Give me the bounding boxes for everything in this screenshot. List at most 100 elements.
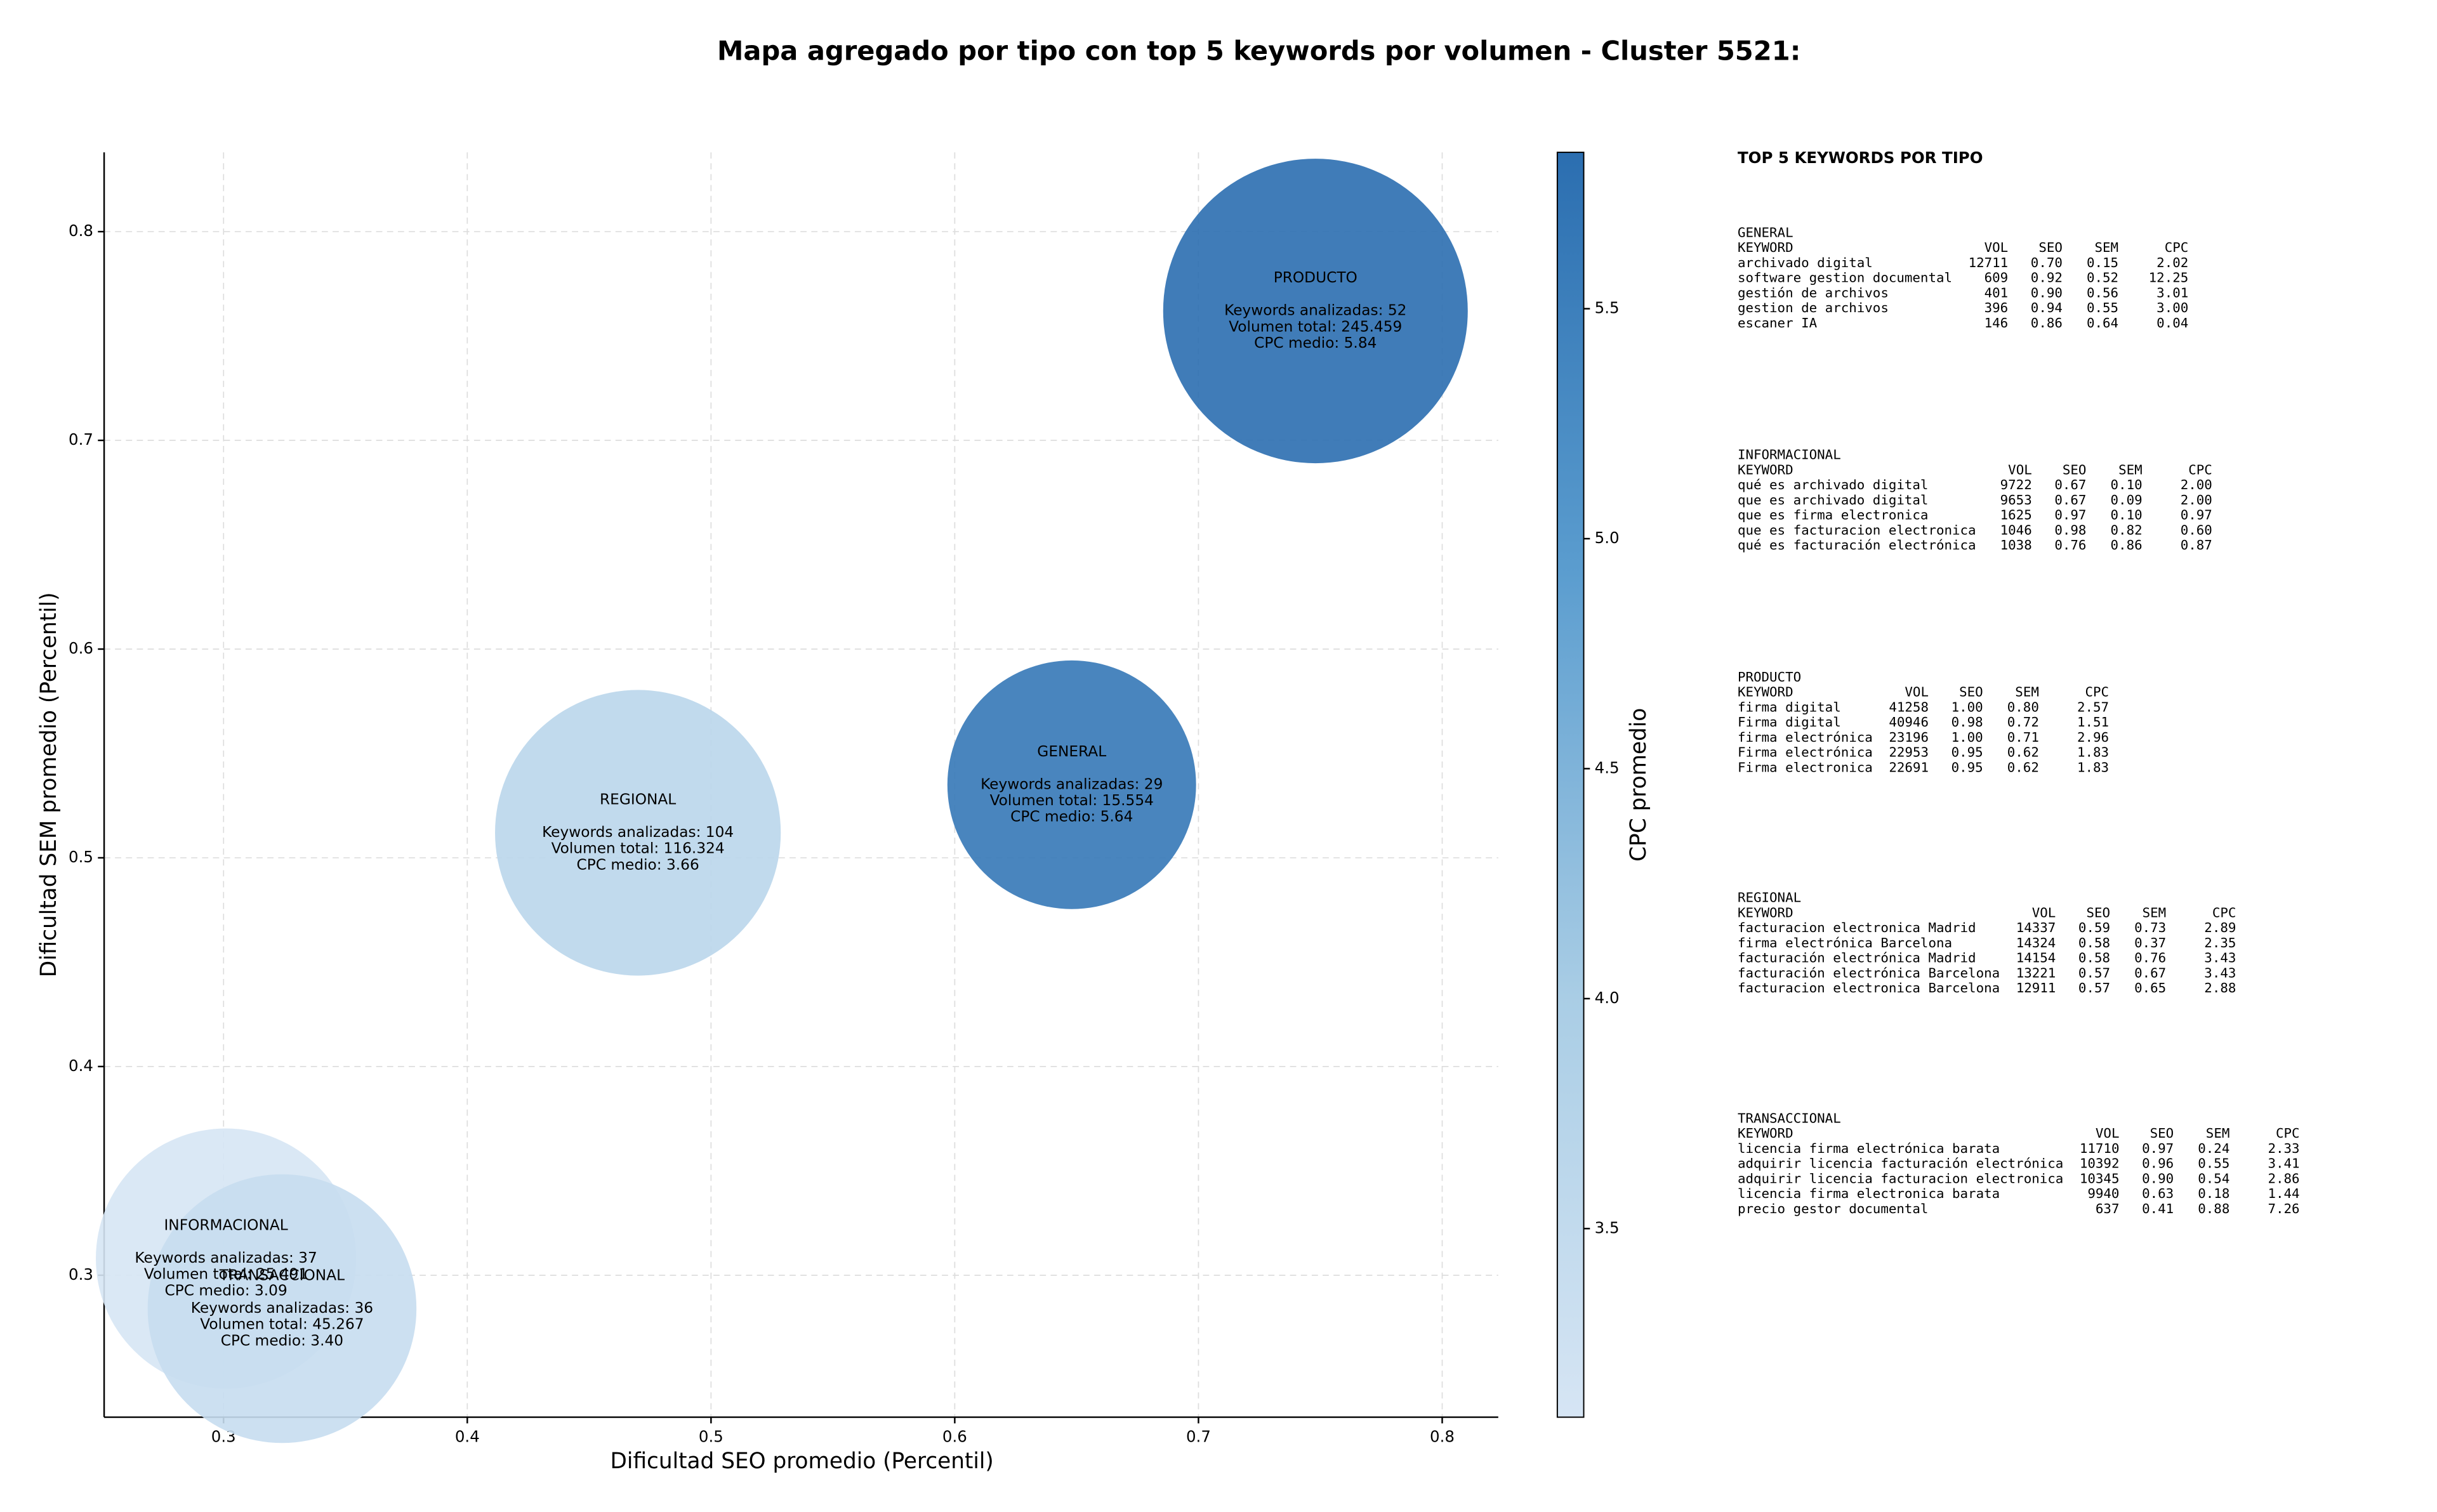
cell: 0.52 (2087, 270, 2118, 286)
cell: 2.00 (2181, 477, 2212, 492)
cell: 0.56 (2087, 285, 2118, 300)
column-header: SEM (2095, 240, 2119, 255)
cell: 0.71 (2007, 730, 2039, 745)
keyword: facturacion electronica Madrid (1738, 920, 1976, 935)
cell: 23196 (1889, 730, 1929, 745)
y-tick-label: 0.8 (69, 221, 93, 240)
cell: 0.55 (2198, 1156, 2229, 1171)
cell: 0.87 (2181, 537, 2212, 553)
column-header: CPC (2212, 905, 2236, 920)
cell: 0.92 (2031, 270, 2063, 286)
x-tick-label: 0.7 (1186, 1427, 1211, 1445)
colorbar (1556, 152, 1585, 1418)
colorbar-tick-label: 5.5 (1595, 299, 1620, 317)
x-tick-label: 0.6 (942, 1427, 967, 1445)
keyword: qué es facturación electrónica (1738, 537, 1976, 553)
cell: 0.67 (2054, 492, 2086, 508)
group-name: PRODUCTO (1738, 669, 1801, 685)
column-header: SEM (2143, 905, 2167, 920)
cell: 2.86 (2268, 1171, 2299, 1186)
cell: 0.57 (2078, 980, 2110, 996)
column-header: SEM (2206, 1126, 2230, 1141)
cell: 0.88 (2198, 1201, 2229, 1216)
cell: 0.15 (2087, 255, 2118, 270)
bubble-annotation: CPC medio: 5.64 (1010, 808, 1133, 825)
keyword: software gestion documental (1738, 270, 1952, 286)
cell: 0.76 (2054, 537, 2086, 553)
cell: 0.63 (2142, 1186, 2174, 1201)
column-header: SEO (1959, 685, 1983, 700)
y-tick-label: 0.3 (69, 1265, 93, 1284)
keyword: Firma digital (1738, 714, 1841, 730)
y-tick-label: 0.4 (69, 1056, 93, 1075)
keyword: precio gestor documental (1738, 1201, 1928, 1216)
bubble (495, 690, 781, 976)
cell: 2.35 (2204, 935, 2236, 950)
bubble-annotation: CPC medio: 5.84 (1254, 334, 1377, 352)
keyword: Firma electronica (1738, 759, 1873, 775)
bubble-annotation: Volumen total: 25.491 (144, 1266, 308, 1283)
cell: 14154 (2016, 950, 2056, 966)
column-header: KEYWORD (1738, 685, 1793, 700)
keyword: firma electrónica Barcelona (1738, 935, 1952, 950)
group-name: GENERAL (1738, 225, 1793, 240)
bubble (1163, 159, 1468, 464)
y-tick-label: 0.6 (69, 639, 93, 657)
cell: 1.51 (2077, 714, 2109, 730)
cell: 2.02 (2156, 255, 2188, 270)
keyword: licencia firma electrónica barata (1738, 1141, 2000, 1156)
colorbar-tick-label: 3.5 (1595, 1218, 1620, 1237)
cell: 1.44 (2268, 1186, 2299, 1201)
cell: 0.65 (2134, 980, 2166, 996)
cell: 1.83 (2077, 759, 2109, 775)
x-axis-label: Dificultad SEO promedio (Percentil) (611, 1449, 994, 1474)
cell: 1.00 (1952, 699, 1983, 714)
cell: 0.86 (2031, 315, 2063, 331)
cell: 609 (1985, 270, 2009, 286)
column-header: SEO (2063, 462, 2087, 477)
cell: 637 (2096, 1201, 2120, 1216)
y-axis-label: Dificultad SEM promedio (Percentil) (36, 592, 62, 977)
cell: 0.67 (2134, 965, 2166, 980)
x-tick-label: 0.5 (699, 1427, 723, 1445)
cell: 9722 (2000, 477, 2032, 492)
keyword: qué es archivado digital (1738, 477, 1928, 492)
keyword: que es firma electronica (1738, 508, 1928, 523)
keyword: facturación electrónica Barcelona (1738, 965, 2000, 980)
cell: 9653 (2000, 492, 2032, 508)
bubble-annotation: Volumen total: 116.324 (551, 840, 725, 857)
cell: 0.41 (2142, 1201, 2174, 1216)
column-header: KEYWORD (1738, 905, 1793, 920)
keyword: adquirir licencia facturación electrónic… (1738, 1156, 2063, 1171)
keyword: escaner IA (1738, 315, 1818, 331)
column-header: VOL (2032, 905, 2056, 920)
column-header: VOL (1985, 240, 2009, 255)
cell: 0.10 (2111, 477, 2143, 492)
bubble-annotation: Volumen total: 245.459 (1229, 318, 1402, 335)
keyword: adquirir licencia facturacion electronic… (1738, 1171, 2063, 1186)
column-header: SEO (2086, 905, 2110, 920)
bubble-label: TRANSACCIONAL (219, 1267, 345, 1284)
cell: 0.90 (2142, 1171, 2174, 1186)
cell: 0.97 (2142, 1141, 2174, 1156)
cell: 3.01 (2156, 285, 2188, 300)
bubble-annotation: Volumen total: 15.554 (990, 792, 1154, 809)
cell: 11710 (2080, 1141, 2120, 1156)
cell: 0.62 (2007, 759, 2039, 775)
column-header: VOL (2008, 462, 2032, 477)
column-header: SEO (2038, 240, 2063, 255)
cell: 14337 (2016, 920, 2056, 935)
bubble-label: INFORMACIONAL (164, 1217, 287, 1234)
column-header: CPC (2085, 685, 2110, 700)
cell: 22953 (1889, 745, 1929, 760)
cell: 1.83 (2077, 745, 2109, 760)
cell: 0.90 (2031, 285, 2063, 300)
cell: 3.41 (2268, 1156, 2299, 1171)
keyword: firma digital (1738, 699, 1841, 714)
panel-title: TOP 5 KEYWORDS POR TIPO (1738, 148, 1983, 167)
bubble-annotation: Keywords analizadas: 52 (1224, 302, 1406, 319)
cell: 0.55 (2087, 300, 2118, 315)
cell: 0.04 (2156, 315, 2188, 331)
keyword: Firma electrónica (1738, 745, 1873, 760)
cell: 12911 (2016, 980, 2056, 996)
